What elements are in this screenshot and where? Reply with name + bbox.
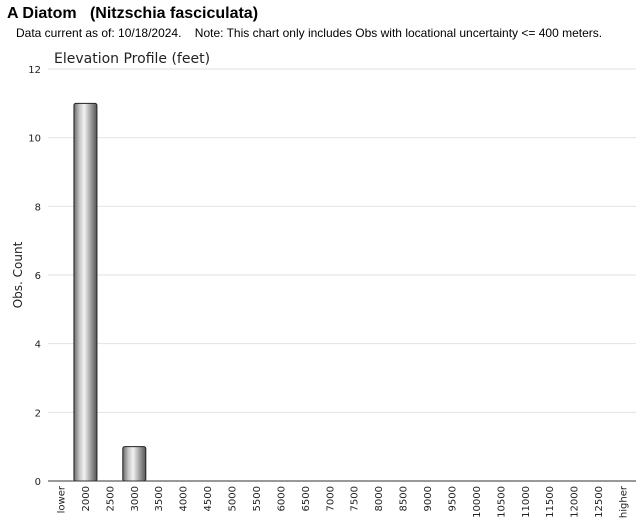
bars bbox=[73, 102, 147, 482]
y-tick-label: 0 bbox=[35, 477, 41, 488]
x-tick-label: 3000 bbox=[130, 486, 141, 511]
x-tick-label: 7500 bbox=[350, 486, 361, 511]
x-tick-label: 2500 bbox=[105, 486, 116, 511]
y-tick-label: 8 bbox=[35, 202, 41, 213]
page-title: A Diatom (Nitzschia fasciculata) bbox=[7, 5, 259, 22]
x-tick-label: 4000 bbox=[179, 486, 190, 511]
chart-title: Elevation Profile (feet) bbox=[54, 51, 210, 67]
x-tick-label: 10000 bbox=[472, 486, 483, 518]
x-tick-label: 6500 bbox=[301, 486, 312, 511]
x-tick-label: 12500 bbox=[594, 486, 605, 518]
x-axis-ticks: lower 2000 2500 3000 3500 4000 4500 5000 5500 600… bbox=[57, 485, 630, 518]
grid-lines bbox=[48, 68, 636, 413]
y-tick-label: 4 bbox=[35, 340, 41, 351]
x-tick-label: 2000 bbox=[81, 486, 92, 511]
x-tick-label: 3500 bbox=[154, 486, 165, 511]
x-tick-label: lower bbox=[57, 485, 68, 513]
y-tick-label: 10 bbox=[28, 134, 41, 145]
x-tick-label: 10500 bbox=[496, 486, 507, 518]
x-tick-label: 5500 bbox=[252, 486, 263, 511]
x-tick-label: 8500 bbox=[399, 486, 410, 511]
y-tick-label: 2 bbox=[35, 408, 41, 419]
y-axis-ticks: 0 2 4 6 8 10 12 bbox=[28, 65, 41, 488]
bar-3000 bbox=[122, 446, 147, 482]
x-tick-label: 12000 bbox=[570, 486, 581, 518]
data-note: Data current as of: 10/18/2024. Note: Th… bbox=[16, 26, 603, 40]
y-tick-label: 6 bbox=[35, 271, 41, 282]
x-tick-label: 4500 bbox=[203, 486, 214, 511]
x-tick-label: 6000 bbox=[276, 486, 287, 511]
x-tick-label: 8000 bbox=[374, 486, 385, 511]
y-tick-label: 12 bbox=[28, 65, 41, 76]
x-tick-label: 9000 bbox=[423, 486, 434, 511]
x-tick-label: 11000 bbox=[521, 486, 532, 518]
x-tick-label: 7000 bbox=[325, 486, 336, 511]
x-tick-label: 11500 bbox=[545, 486, 556, 518]
x-tick-label: 9500 bbox=[447, 486, 458, 511]
x-tick-label: higher bbox=[619, 485, 630, 518]
bar-2000 bbox=[73, 102, 98, 482]
x-tick-label: 5000 bbox=[228, 486, 239, 511]
y-axis-label: Obs. Count bbox=[11, 241, 25, 308]
